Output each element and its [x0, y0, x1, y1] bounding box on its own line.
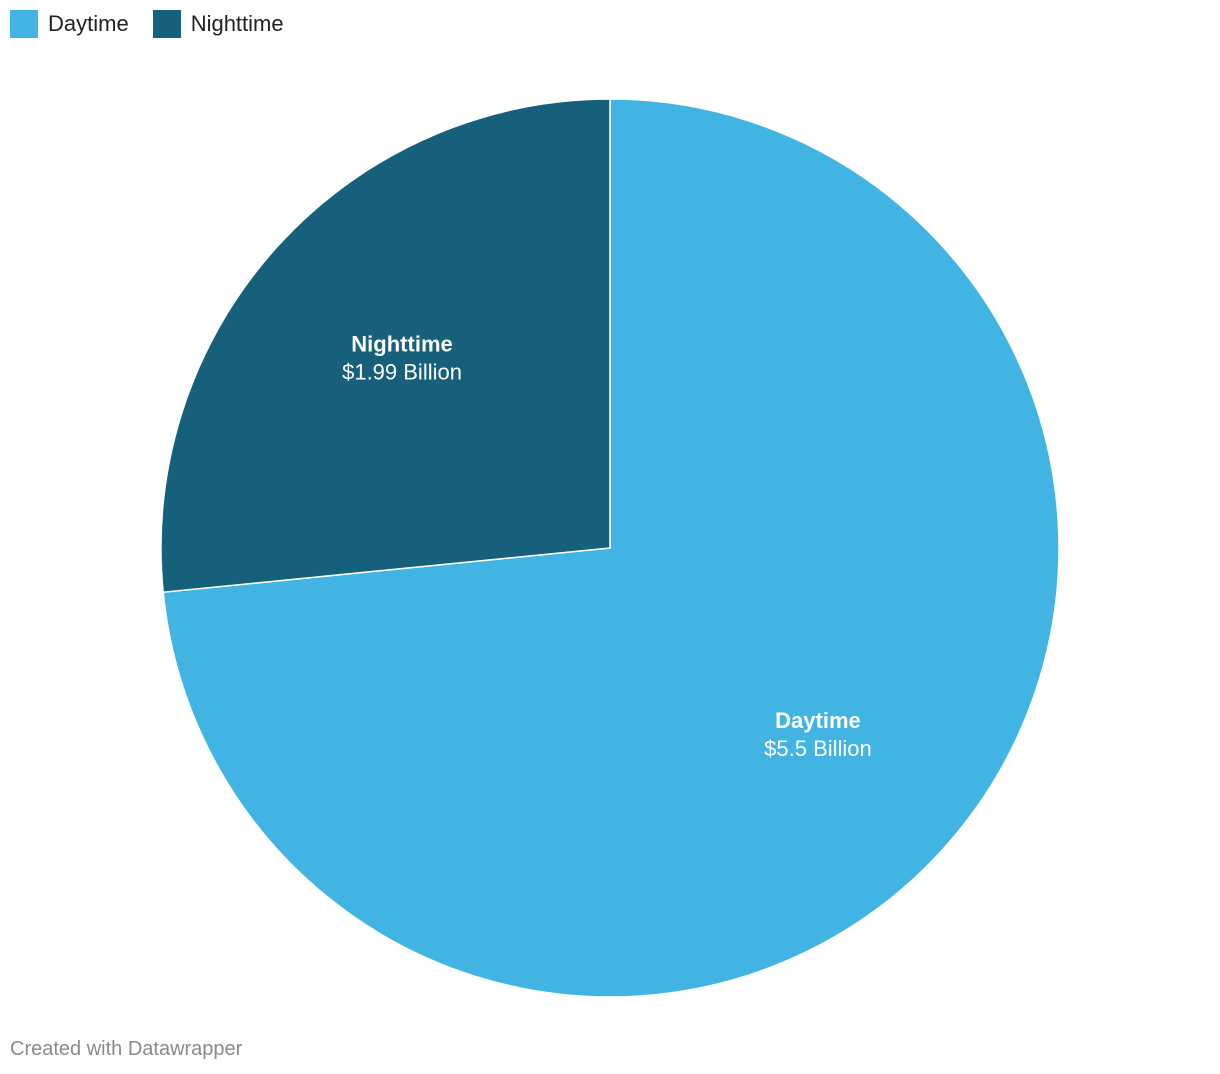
legend-swatch — [10, 10, 38, 38]
pie-slice — [162, 98, 1060, 998]
slice-label: Nighttime — [351, 331, 452, 356]
legend-label: Nighttime — [190, 11, 284, 36]
slice-label: Daytime — [775, 708, 861, 733]
pie-slice — [160, 98, 611, 594]
legend-item: Daytime — [10, 10, 129, 38]
slice-value: $1.99 Billion — [342, 359, 462, 384]
legend-swatch — [152, 10, 181, 38]
slice-value: $5.5 Billion — [764, 736, 872, 761]
legend-item: Nighttime — [152, 10, 284, 38]
credit: Created with Datawrapper — [10, 1038, 243, 1060]
legend-label: Daytime — [48, 11, 129, 36]
legend: Daytime Nighttime — [10, 10, 284, 38]
